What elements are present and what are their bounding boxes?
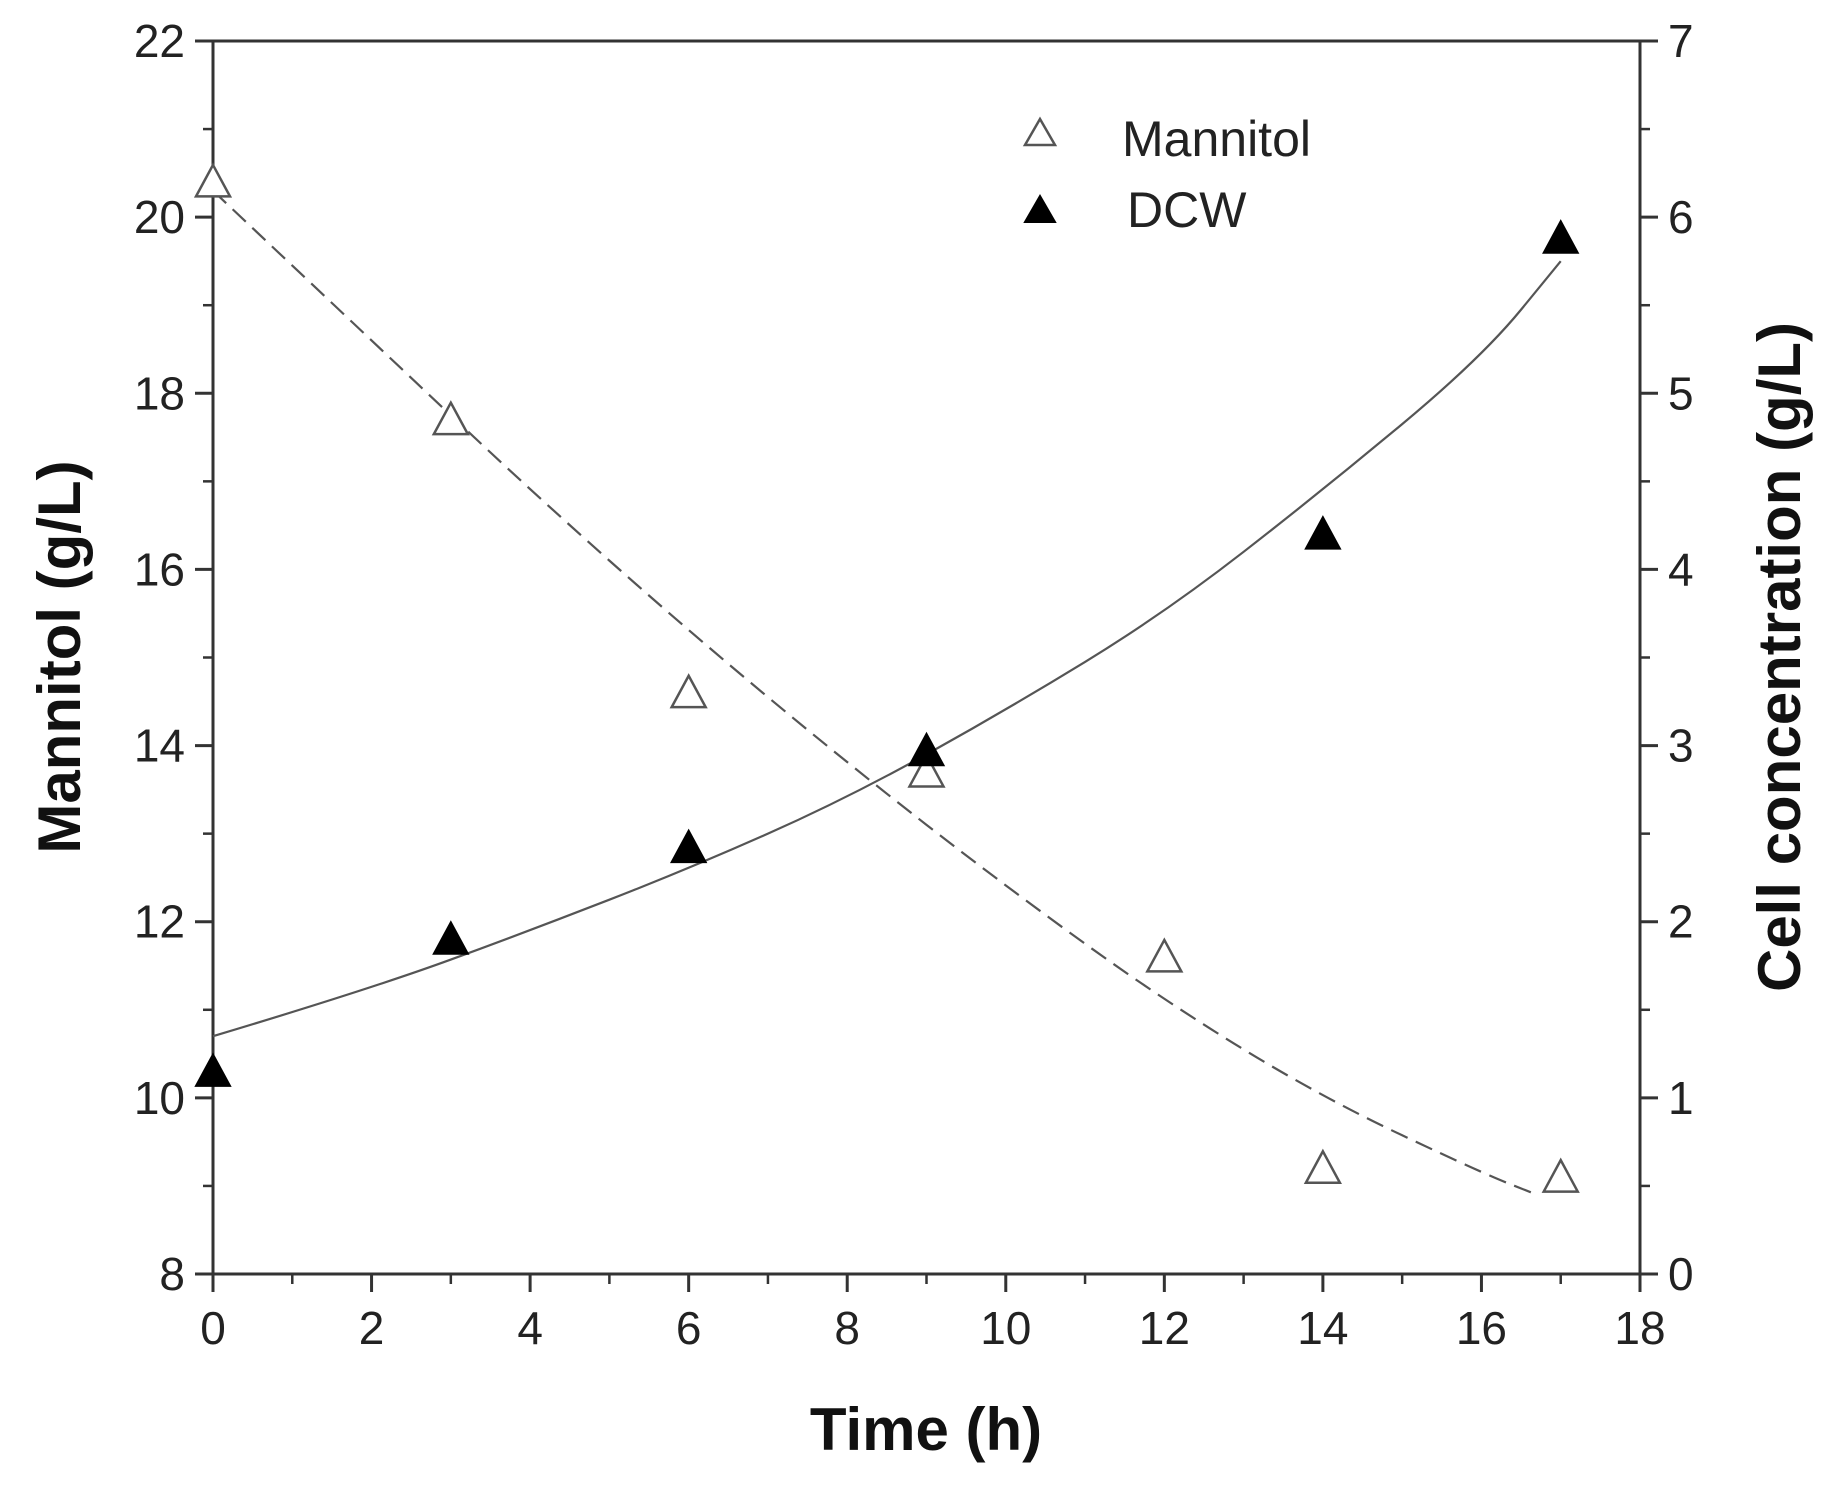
x-axis-ticks: 0 2 4 6 8 10 12 14 16 18 bbox=[200, 1274, 1666, 1354]
dcw-point bbox=[432, 920, 470, 955]
dcw-point bbox=[907, 731, 946, 767]
mannitol-point bbox=[1541, 1157, 1580, 1193]
y-axis-ticks: 8 10 12 14 16 18 20 22 bbox=[134, 15, 213, 1300]
dcw-point bbox=[194, 1052, 232, 1087]
legend-marker-mannitol bbox=[1022, 116, 1058, 147]
mannitol-point bbox=[907, 752, 946, 788]
x-tick-label: 12 bbox=[1139, 1302, 1190, 1354]
dcw-point bbox=[1304, 515, 1342, 550]
y2-tick-label: 5 bbox=[1668, 367, 1694, 419]
mannitol-fit-line bbox=[212, 189, 1538, 1196]
x-tick-label: 2 bbox=[359, 1302, 385, 1354]
y2-tick-label: 2 bbox=[1668, 896, 1694, 948]
y-tick-label: 14 bbox=[134, 720, 185, 772]
y-tick-label: 12 bbox=[134, 896, 185, 948]
dcw-fit-line bbox=[212, 260, 1562, 1038]
y2-axis-ticks: 0 1 2 3 4 5 6 7 bbox=[1640, 15, 1694, 1300]
y2-tick-label: 4 bbox=[1668, 543, 1694, 595]
fit-curves bbox=[212, 189, 1562, 1196]
mannitol-point bbox=[1145, 937, 1184, 973]
y-axis-title: Mannitol (g/L) bbox=[26, 460, 93, 853]
y-tick-label: 20 bbox=[134, 191, 185, 243]
data-points bbox=[193, 162, 1580, 1193]
dcw-point bbox=[669, 828, 708, 864]
legend: Mannitol DCW bbox=[1022, 111, 1311, 238]
mannitol-point bbox=[1303, 1148, 1342, 1185]
legend-label-dcw: DCW bbox=[1127, 182, 1247, 238]
x-tick-label: 0 bbox=[200, 1302, 226, 1354]
y2-axis-title: Cell concentration (g/L) bbox=[1746, 322, 1813, 992]
mannitol-point bbox=[431, 400, 470, 436]
mannitol-point bbox=[669, 673, 708, 709]
x-tick-label: 4 bbox=[517, 1302, 543, 1354]
y-tick-label: 10 bbox=[134, 1072, 185, 1124]
legend-marker-dcw bbox=[1023, 193, 1057, 223]
y2-tick-label: 3 bbox=[1668, 720, 1694, 772]
y2-tick-label: 0 bbox=[1668, 1248, 1694, 1300]
legend-label-mannitol: Mannitol bbox=[1122, 111, 1311, 167]
x-tick-label: 14 bbox=[1297, 1302, 1348, 1354]
x-axis-title: Time (h) bbox=[810, 1396, 1042, 1463]
x-tick-label: 6 bbox=[676, 1302, 702, 1354]
plot-frame bbox=[211, 39, 1642, 1276]
x-tick-label: 8 bbox=[834, 1302, 860, 1354]
y2-tick-label: 7 bbox=[1668, 15, 1694, 67]
y2-tick-label: 1 bbox=[1668, 1072, 1694, 1124]
y-tick-label: 16 bbox=[134, 543, 185, 595]
x-tick-label: 16 bbox=[1456, 1302, 1507, 1354]
mannitol-point bbox=[193, 162, 233, 198]
x-tick-label: 18 bbox=[1614, 1302, 1665, 1354]
y2-tick-label: 6 bbox=[1668, 191, 1694, 243]
dcw-point bbox=[1542, 219, 1580, 254]
y-tick-label: 18 bbox=[134, 367, 185, 419]
x-tick-label: 10 bbox=[980, 1302, 1031, 1354]
y-tick-label: 8 bbox=[159, 1248, 185, 1300]
y-tick-label: 22 bbox=[134, 15, 185, 67]
